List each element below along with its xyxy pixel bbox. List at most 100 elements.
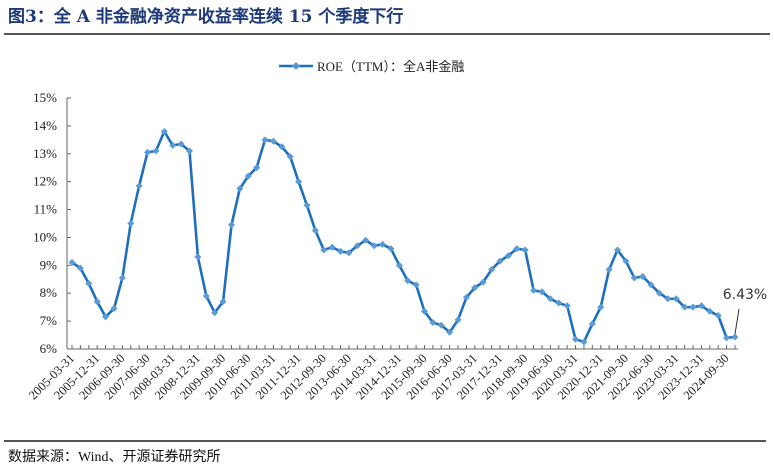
chart-legend: ROE（TTM）：全A非金融 <box>279 59 464 74</box>
data-point-marker <box>420 307 428 315</box>
data-point-marker <box>303 201 311 209</box>
data-point-marker <box>446 328 454 336</box>
data-point-marker <box>563 302 571 310</box>
data-point-marker <box>286 153 294 161</box>
legend-label: ROE（TTM）：全A非金融 <box>317 59 464 74</box>
data-point-marker <box>311 226 319 234</box>
data-point-marker <box>655 289 663 297</box>
data-point-marker <box>110 305 118 313</box>
data-point-marker <box>219 298 227 306</box>
data-point-marker <box>160 127 168 135</box>
data-point-marker <box>614 246 622 254</box>
y-tick-label: 7% <box>40 313 58 328</box>
data-point-marker <box>412 281 420 289</box>
data-point-marker <box>211 309 219 317</box>
data-point-marker <box>261 136 269 144</box>
data-point-marker <box>580 338 588 346</box>
footer-divider <box>4 440 766 442</box>
data-point-marker <box>639 272 647 280</box>
data-point-marker <box>253 164 261 172</box>
data-point-marker <box>362 236 370 244</box>
data-point-marker <box>681 303 689 311</box>
data-point-marker <box>118 274 126 282</box>
data-point-marker <box>345 249 353 257</box>
data-point-marker <box>664 295 672 303</box>
title-divider <box>4 33 770 35</box>
data-point-marker <box>278 143 286 151</box>
data-point-marker <box>236 185 244 193</box>
figure-title: 图3：全 A 非金融净资产收益率连续 15 个季度下行 <box>8 7 404 27</box>
data-point-marker <box>387 245 395 253</box>
data-point-marker <box>202 292 210 300</box>
y-tick-label: 10% <box>33 229 57 244</box>
data-point-marker <box>102 313 110 321</box>
roe-line-chart: ROE（TTM）：全A非金融 6% 7% 8% 9% 10% 11% 12% 13% 14% 15… <box>26 59 767 402</box>
data-point-marker <box>723 334 731 342</box>
annotation-leader-line <box>734 308 740 335</box>
chart-axes: 6%7%8%9%10%11%12%13%14%15%2005-03-312005… <box>26 90 738 402</box>
y-tick-label: 13% <box>33 146 57 161</box>
data-point-marker <box>538 288 546 296</box>
data-point-marker <box>647 281 655 289</box>
data-point-marker <box>76 264 84 272</box>
data-point-marker <box>471 284 479 292</box>
data-point-marker <box>93 298 101 306</box>
data-point-marker <box>185 147 193 155</box>
last-value-label: 6.43% <box>723 287 767 303</box>
data-point-marker <box>135 182 143 190</box>
data-point-marker <box>555 299 563 307</box>
data-point-marker <box>169 141 177 149</box>
data-point-marker <box>513 245 521 253</box>
data-point-marker <box>379 240 387 248</box>
data-point-marker <box>320 246 328 254</box>
data-point-marker <box>521 246 529 254</box>
data-point-marker <box>370 242 378 250</box>
chart-series <box>68 127 739 346</box>
data-point-marker <box>697 302 705 310</box>
data-point-marker <box>530 286 538 294</box>
data-point-marker <box>672 295 680 303</box>
data-point-marker <box>395 261 403 269</box>
data-point-marker <box>689 303 697 311</box>
data-point-marker <box>404 277 412 285</box>
data-point-marker <box>328 243 336 251</box>
y-tick-label: 12% <box>33 174 57 189</box>
data-point-marker <box>353 242 361 250</box>
data-point-marker <box>597 303 605 311</box>
data-point-marker <box>429 319 437 327</box>
data-point-marker <box>454 316 462 324</box>
data-point-marker <box>244 172 252 180</box>
y-tick-label: 11% <box>34 202 58 217</box>
data-point-marker <box>622 257 630 265</box>
y-tick-label: 8% <box>40 285 58 300</box>
data-point-marker <box>177 140 185 148</box>
data-point-marker <box>227 221 235 229</box>
data-point-marker <box>479 278 487 286</box>
data-point-marker <box>462 293 470 301</box>
data-point-marker <box>144 148 152 156</box>
data-point-marker <box>68 259 76 267</box>
data-point-marker <box>504 252 512 260</box>
data-point-marker <box>194 253 202 261</box>
data-point-marker <box>496 257 504 265</box>
data-point-marker <box>588 320 596 328</box>
data-point-marker <box>488 266 496 274</box>
data-point-marker <box>572 335 580 343</box>
legend-diamond-marker-icon <box>292 62 300 70</box>
data-point-marker <box>630 274 638 282</box>
data-point-marker <box>706 307 714 315</box>
data-point-marker <box>295 178 303 186</box>
data-point-marker <box>437 321 445 329</box>
y-tick-label: 9% <box>40 257 58 272</box>
data-point-marker <box>152 147 160 155</box>
data-point-marker <box>546 295 554 303</box>
roe-line <box>71 130 736 344</box>
y-tick-label: 6% <box>40 341 58 356</box>
chart-annotation: 6.43% <box>723 287 767 335</box>
data-point-marker <box>714 312 722 320</box>
data-point-marker <box>605 266 613 274</box>
data-point-marker <box>731 333 739 341</box>
data-point-marker <box>127 220 135 227</box>
data-point-marker <box>337 247 345 255</box>
y-tick-label: 14% <box>33 118 57 133</box>
